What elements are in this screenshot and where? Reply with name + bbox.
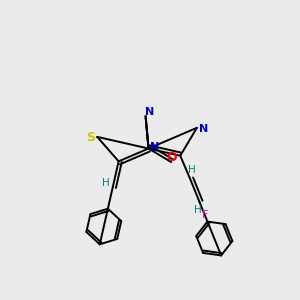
Text: S: S (86, 131, 95, 144)
Text: N: N (146, 107, 154, 117)
Text: N: N (199, 124, 208, 134)
Text: H: H (101, 178, 109, 188)
Text: F: F (202, 210, 208, 220)
Text: H: H (194, 205, 202, 215)
Text: H: H (188, 166, 195, 176)
Text: O: O (166, 151, 177, 164)
Text: N: N (150, 142, 160, 152)
